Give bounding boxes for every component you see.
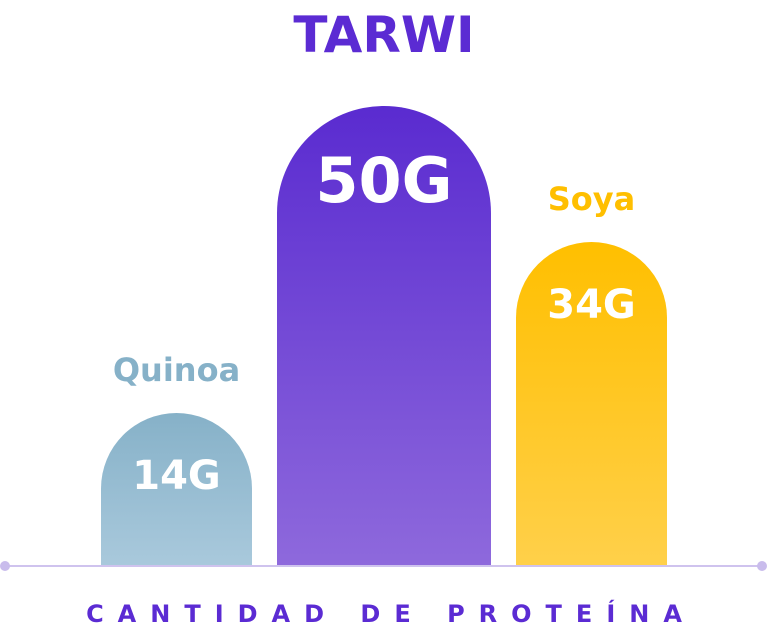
chart-title: TARWI: [293, 6, 475, 64]
x-axis-line: [5, 565, 763, 567]
x-axis-label: CANTIDAD DE PROTEÍNA: [86, 600, 696, 628]
axis-end-dot-left: [0, 561, 10, 571]
bar-quinoa: 14G: [101, 413, 252, 566]
bar-soya: 34G: [516, 242, 667, 566]
value-label-soya: 34G: [547, 282, 636, 328]
bar-tarwi: 50G: [277, 106, 491, 566]
category-label-soya: Soya: [547, 180, 636, 218]
value-label-quinoa: 14G: [132, 453, 221, 499]
axis-end-dot-right: [757, 561, 767, 571]
value-label-tarwi: 50G: [315, 144, 453, 217]
category-label-quinoa: Quinoa: [112, 351, 241, 389]
